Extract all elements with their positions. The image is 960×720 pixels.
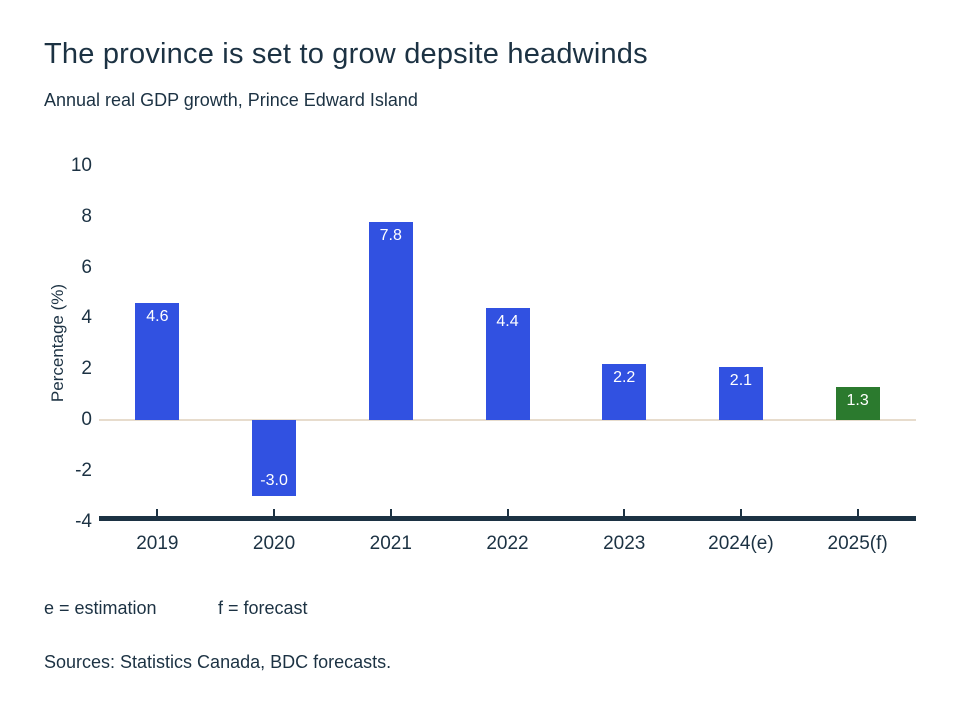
- y-tick-label: 4: [81, 307, 92, 329]
- bar-2019: 4.6: [135, 303, 180, 420]
- bar-value-label-2020: -3.0: [260, 472, 288, 490]
- bar-value-label-2024(e): 2.1: [729, 371, 753, 389]
- y-tick-label: 2: [81, 358, 92, 380]
- y-tick-label: 8: [81, 205, 92, 227]
- x-tick-mark: [389, 509, 392, 516]
- bar-value-label-2022: 4.4: [496, 313, 519, 331]
- x-axis-line: [99, 516, 916, 521]
- x-tick-label-2022: 2022: [486, 533, 529, 554]
- bar-value-label-2025(f): 1.3: [846, 391, 869, 409]
- x-tick-label-2019: 2019: [136, 533, 179, 554]
- x-tick-mark: [273, 509, 276, 516]
- x-tick-mark: [506, 509, 509, 516]
- chart-title: The province is set to grow depsite head…: [44, 38, 648, 70]
- bar-value-label-2023: 2.2: [613, 369, 636, 387]
- x-tick-label-2020: 2020: [252, 533, 296, 554]
- x-tick-mark: [739, 509, 742, 516]
- x-tick-mark: [856, 509, 859, 516]
- y-tick-label: 6: [81, 256, 92, 278]
- bar-value-label-2019: 4.6: [146, 308, 169, 326]
- chart-subtitle: Annual real GDP growth, Prince Edward Is…: [44, 90, 418, 110]
- bar-2024(e): 2.1: [718, 366, 763, 420]
- footnotes: e = estimation f = forecast: [44, 598, 308, 619]
- sources-note: Sources: Statistics Canada, BDC forecast…: [44, 652, 392, 672]
- y-tick-label: 10: [70, 155, 92, 176]
- bar-2022: 4.4: [485, 308, 530, 420]
- x-tick-label-2024(e): 2024(e): [708, 533, 774, 554]
- bar-2020: -3.0: [252, 420, 297, 497]
- bar-value-label-2021: 7.8: [379, 226, 402, 244]
- bar-2025(f): 1.3: [835, 386, 880, 420]
- x-tick-label-2023: 2023: [603, 533, 646, 554]
- estimation-note: e = estimation: [44, 598, 157, 618]
- bar-2021: 7.8: [368, 221, 413, 420]
- bar-2023: 2.2: [602, 364, 647, 420]
- y-tick-label: -4: [75, 510, 92, 532]
- x-tick-mark: [156, 509, 159, 516]
- zero-gridline: [99, 419, 916, 421]
- forecast-note: f = forecast: [218, 598, 308, 618]
- x-tick-label-2021: 2021: [369, 533, 412, 554]
- y-axis-title: Percentage (%): [48, 283, 67, 403]
- y-tick-label: 0: [81, 409, 92, 430]
- x-tick-mark: [623, 509, 626, 516]
- x-tick-label-2025(f): 2025(f): [827, 533, 888, 554]
- y-tick-label: -2: [75, 459, 92, 481]
